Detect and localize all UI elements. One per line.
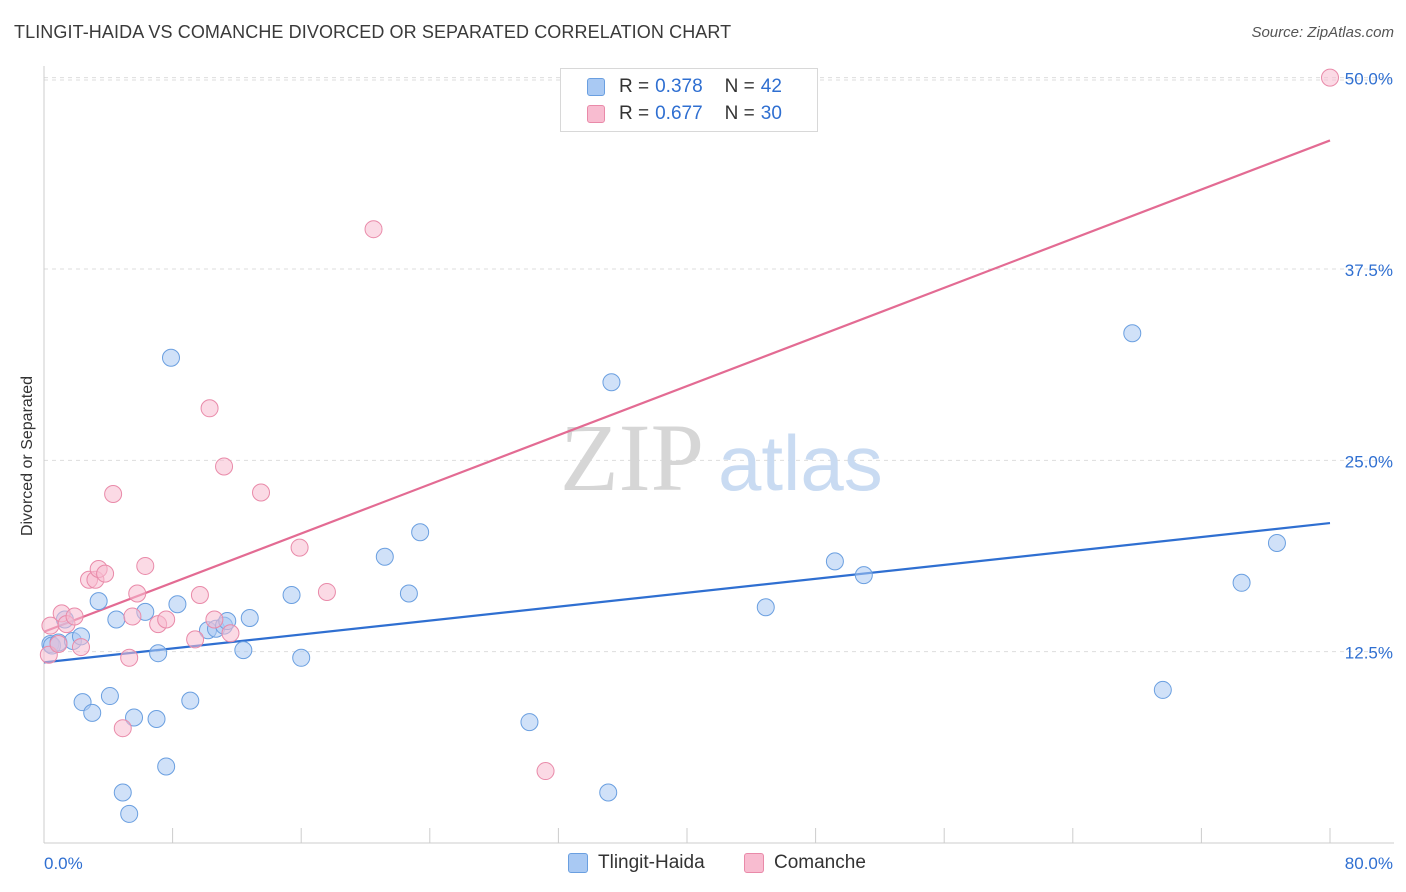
axes [43,66,1394,844]
point-tlingit-haida [181,691,200,710]
y-tick-label: 25.0% [1345,452,1393,471]
legend-r-label: R = [619,76,650,97]
legend-row-comanche: R = 0.677 N = 30 [587,101,782,127]
bottom-legend-label: Tlingit-Haida [598,852,705,873]
legend-r-value: 0.677 [655,103,703,124]
point-comanche [536,762,555,781]
legend-r-value: 0.378 [655,76,703,97]
point-tlingit-haida [149,644,168,663]
y-tick-label: 12.5% [1345,644,1393,663]
point-tlingit-haida [411,523,430,542]
point-comanche [123,607,142,626]
point-tlingit-haida [113,783,132,802]
tick-labels: 12.5% 25.0% 37.5% 50.0% 0.0% 80.0% [44,70,1393,873]
trend-line-comanche [43,139,1331,633]
point-tlingit-haida [1232,573,1251,592]
point-comanche [1321,68,1339,87]
point-comanche [157,610,176,629]
point-comanche [96,564,115,583]
point-tlingit-haida [602,373,621,392]
legend-n-value: 30 [760,103,782,124]
point-tlingit-haida [83,703,102,722]
point-comanche [104,485,123,504]
watermark: ZIP atlas [560,404,883,511]
data-points [39,68,1339,823]
point-tlingit-haida [1153,680,1172,699]
watermark-atlas: atlas [718,419,883,507]
bottom-legend-comanche: Comanche [744,852,866,874]
bottom-legend-swatch-pink [744,853,764,873]
point-comanche [136,556,155,575]
point-comanche [252,483,271,502]
point-tlingit-haida [520,713,539,732]
point-comanche [190,586,209,605]
point-tlingit-haida [599,783,618,802]
point-tlingit-haida [161,348,180,367]
legend-r-label: R = [619,103,650,124]
point-tlingit-haida [399,584,418,603]
point-tlingit-haida [125,708,144,727]
point-tlingit-haida [89,592,108,611]
point-tlingit-haida [168,595,187,614]
point-comanche [205,610,224,629]
point-comanche [128,584,147,603]
point-tlingit-haida [120,804,139,823]
grid-lines [44,77,1394,653]
bottom-legend-swatch-blue [568,853,588,873]
point-comanche [65,607,84,626]
legend-n-value: 42 [760,76,782,97]
x-tick-label-min: 0.0% [44,854,83,873]
point-tlingit-haida [756,598,775,617]
trend-lines [43,139,1331,664]
legend-row-tlingit-haida: R = 0.378 N = 42 [587,74,782,100]
point-comanche [49,635,68,654]
y-tick-label: 50.0% [1345,70,1393,89]
point-comanche [317,582,336,601]
point-tlingit-haida [854,566,873,585]
point-comanche [215,457,234,476]
point-comanche [113,719,132,738]
point-tlingit-haida [282,586,301,605]
legend-n-label: N = [724,76,755,97]
bottom-legend-tlingit-haida: Tlingit-Haida [568,852,705,874]
point-comanche [290,538,309,557]
point-comanche [186,630,205,649]
legend-n-label: N = [724,103,755,124]
trend-line-tlingit-haida [43,521,1331,664]
point-comanche [221,624,240,643]
point-tlingit-haida [240,608,259,627]
point-tlingit-haida [107,610,126,629]
x-tick-label-max: 80.0% [1345,854,1393,873]
point-tlingit-haida [147,710,166,729]
y-tick-label: 37.5% [1345,261,1393,280]
point-tlingit-haida [100,687,119,706]
point-comanche [200,399,219,418]
point-comanche [364,220,383,239]
point-tlingit-haida [157,757,176,776]
point-tlingit-haida [375,547,394,566]
source-label: Source: ZipAtlas.com [1251,24,1394,41]
point-comanche [71,638,90,657]
watermark-zip: ZIP [560,404,704,511]
chart-title: TLINGIT-HAIDA VS COMANCHE DIVORCED OR SE… [14,22,732,42]
point-tlingit-haida [234,641,253,660]
bottom-legend-label: Comanche [774,852,866,873]
point-tlingit-haida [825,552,844,571]
point-tlingit-haida [1267,533,1286,552]
point-tlingit-haida [1123,324,1142,343]
legend-swatch-blue [587,78,605,96]
stats-legend: R = 0.378 N = 42 R = 0.677 N = 30 [560,68,818,132]
point-comanche [120,648,139,667]
legend-swatch-pink [587,105,605,123]
point-tlingit-haida [292,648,311,667]
